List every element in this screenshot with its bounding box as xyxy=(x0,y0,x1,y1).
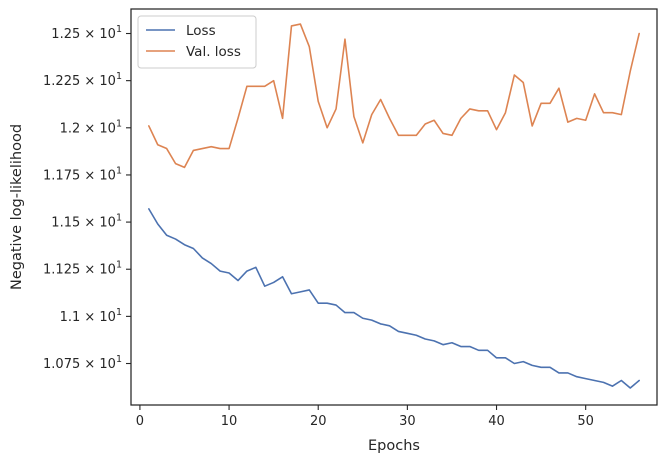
y-tick-label: 1.25 × 101 xyxy=(51,24,122,42)
y-tick-label: 1.2 × 101 xyxy=(60,118,122,136)
series-line-2 xyxy=(148,23,640,169)
x-axis-label: Epochs xyxy=(368,438,420,454)
series-line-1 xyxy=(148,208,640,389)
y-tick-label: 1.125 × 101 xyxy=(43,260,122,278)
legend-label: Val. loss xyxy=(186,44,241,60)
x-tick-label: 0 xyxy=(136,414,144,429)
legend-box xyxy=(137,15,257,69)
x-tick-label: 50 xyxy=(577,414,594,429)
legend: Loss Val. loss xyxy=(137,15,257,69)
y-tick-label: 1.15 × 101 xyxy=(51,213,122,231)
y-tick-label: 1.1 × 101 xyxy=(60,307,122,325)
chart-marks xyxy=(148,23,640,389)
y-tick-label: 1.175 × 101 xyxy=(43,165,122,183)
x-axis-ticks: 0 10 20 30 40 50 xyxy=(136,405,594,429)
x-tick-label: 20 xyxy=(310,414,327,429)
legend-label: Loss xyxy=(186,23,216,39)
plot-frame xyxy=(130,8,658,406)
x-tick-label: 30 xyxy=(399,414,416,429)
y-axis-label: Negative log-likelihood xyxy=(9,124,25,290)
x-tick-label: 10 xyxy=(221,414,238,429)
x-tick-label: 40 xyxy=(488,414,505,429)
y-tick-label: 1.225 × 101 xyxy=(43,71,122,89)
y-tick-label: 1.075 × 101 xyxy=(43,354,122,372)
y-axis-ticks: 1.075 × 101 1.1 × 101 1.125 × 101 1.15 × 10… xyxy=(43,24,131,372)
